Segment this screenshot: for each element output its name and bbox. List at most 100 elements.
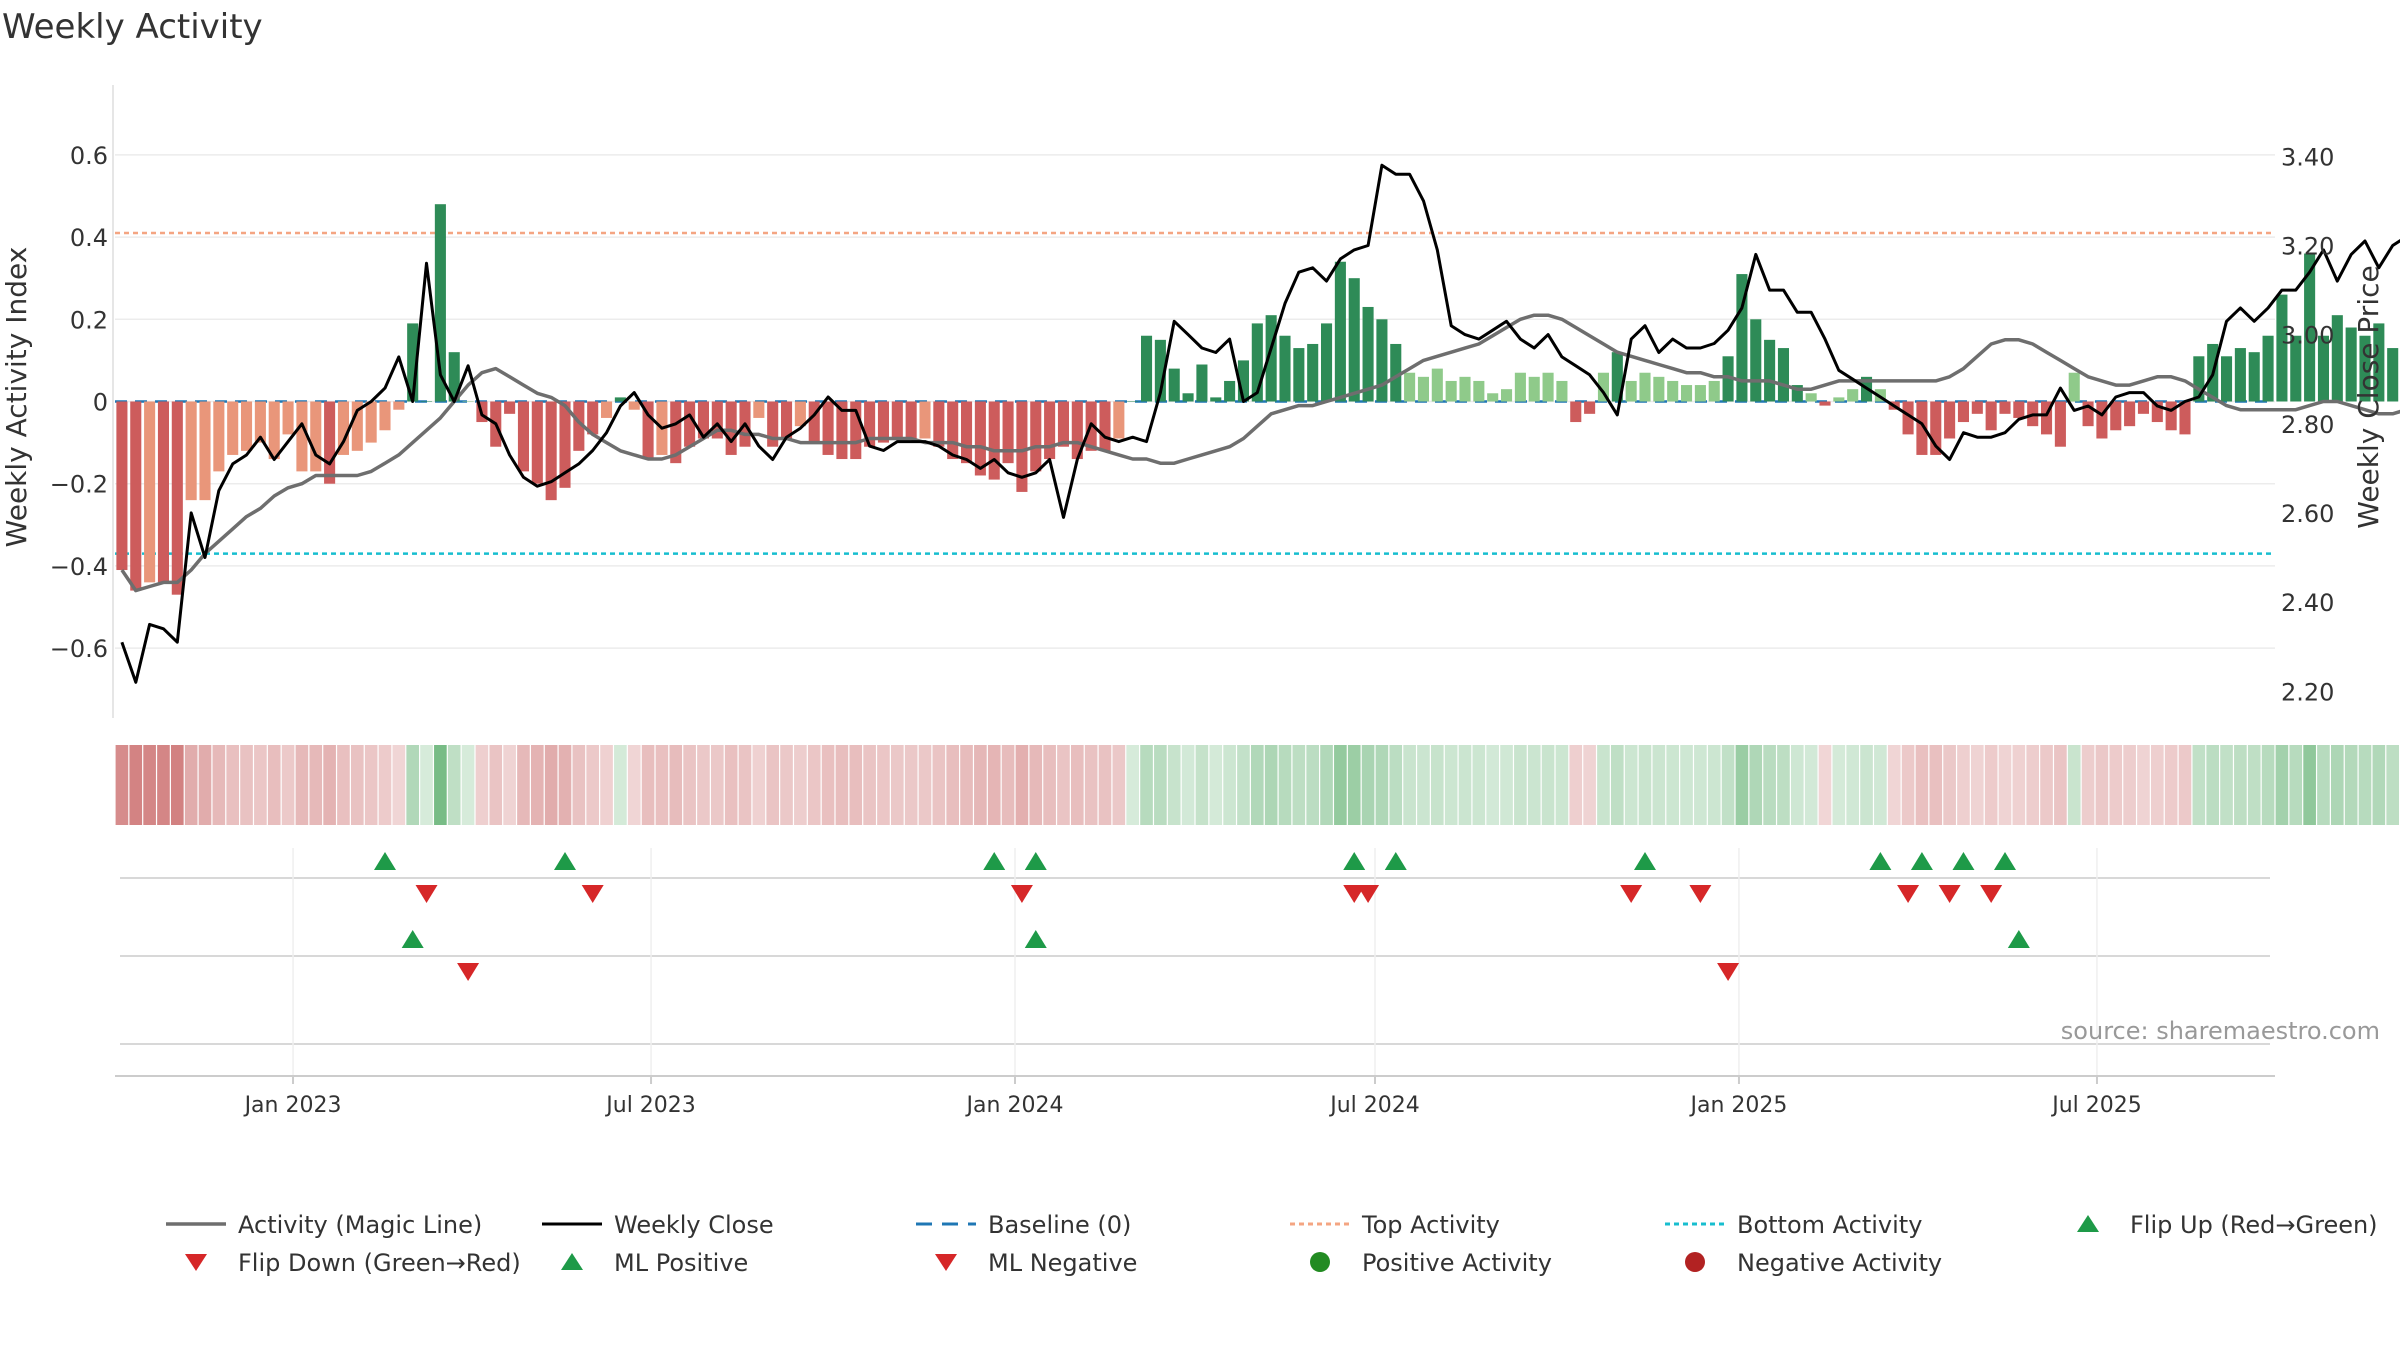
- activity-bar: [1210, 397, 1222, 402]
- heat-cell: [821, 745, 835, 825]
- activity-bar: [1639, 372, 1651, 402]
- activity-bar: [1902, 401, 1914, 435]
- heat-cell: [780, 745, 793, 825]
- activity-bar: [1307, 343, 1319, 402]
- heat-cell: [863, 745, 876, 825]
- heat-cell: [240, 745, 253, 825]
- activity-bar: [781, 401, 793, 439]
- legend: Activity (Magic Line) Weekly Close Baselin…: [166, 1211, 2378, 1277]
- ml-positive-marker: [401, 930, 424, 948]
- y-right-tick-label: 3.40: [2281, 143, 2334, 171]
- heat-cell: [226, 745, 240, 825]
- flip-down-marker: [415, 885, 438, 903]
- heat-cell: [129, 745, 143, 825]
- activity-bar: [2068, 372, 2080, 402]
- activity-bar: [393, 401, 405, 410]
- activity-bar: [1985, 401, 1997, 431]
- heat-cell: [212, 745, 226, 825]
- activity-bar: [2165, 401, 2177, 431]
- heat-cell: [918, 745, 932, 825]
- activity-bar: [1417, 376, 1429, 402]
- heat-cell: [337, 745, 350, 825]
- heat-cell: [1126, 745, 1140, 825]
- heat-cell: [2234, 745, 2247, 825]
- activity-bar: [1736, 274, 1748, 402]
- legend-label-magic: Activity (Magic Line): [238, 1211, 482, 1239]
- heat-cell: [1500, 745, 1513, 825]
- activity-bar: [905, 401, 917, 439]
- legend-swatch-flipup: [2077, 1215, 2099, 1232]
- heat-cell: [2206, 745, 2220, 825]
- heat-cell: [544, 745, 558, 825]
- activity-bar: [1279, 335, 1291, 402]
- heat-cell: [406, 745, 420, 825]
- activity-bar: [1196, 364, 1208, 402]
- y-left-tick-label: 0.6: [70, 142, 108, 170]
- heat-cell: [392, 745, 406, 825]
- activity-bar: [2345, 327, 2357, 402]
- y-left-tick-label: −0.4: [50, 553, 108, 581]
- heat-cell: [1430, 745, 1444, 825]
- heat-cell: [766, 745, 780, 825]
- activity-bars: [116, 204, 2399, 595]
- activity-bar: [614, 397, 626, 402]
- legend-label-mlpos: ML Positive: [614, 1249, 748, 1277]
- activity-bar: [1030, 401, 1042, 472]
- heat-cell: [1860, 745, 1873, 825]
- activity-bar: [116, 401, 128, 571]
- y-right-tick-label: 2.20: [2281, 678, 2334, 706]
- heat-cell: [586, 745, 600, 825]
- activity-bar: [753, 401, 765, 418]
- heat-cell: [1292, 745, 1306, 825]
- heat-cell: [2123, 745, 2136, 825]
- activity-bar: [2262, 335, 2274, 402]
- activity-bar: [407, 323, 419, 402]
- activity-bar: [1999, 401, 2011, 414]
- activity-bar: [988, 401, 1000, 480]
- reference-lines: [115, 231, 2275, 555]
- heat-cell: [1195, 745, 1209, 825]
- activity-bar: [877, 401, 889, 443]
- signal-markers: [120, 848, 2270, 1076]
- activity-bar: [2137, 401, 2149, 414]
- activity-bar: [1044, 401, 1056, 460]
- activity-bar: [1473, 380, 1485, 402]
- heat-cell: [1154, 745, 1167, 825]
- heat-cell: [1070, 745, 1084, 825]
- flip-down-marker: [1010, 885, 1033, 903]
- legend-up-triangle: [2077, 1215, 2099, 1232]
- activity-magic-line: [120, 313, 2400, 593]
- heat-cell: [1527, 745, 1541, 825]
- heat-cell: [198, 745, 212, 825]
- activity-bar: [1777, 348, 1789, 402]
- heat-cell: [683, 745, 696, 825]
- activity-bar: [822, 401, 834, 455]
- activity-bar: [2179, 401, 2191, 435]
- heat-cell: [2095, 745, 2109, 825]
- flip-up-marker: [983, 852, 1006, 870]
- activity-bar: [2193, 356, 2205, 402]
- heat-cell: [1638, 745, 1652, 825]
- flip-up-marker: [374, 852, 396, 870]
- heat-cell: [1984, 745, 1998, 825]
- heat-cell: [1832, 745, 1846, 825]
- activity-heat-strip: [115, 745, 2400, 825]
- activity-bar: [144, 401, 156, 583]
- activity-bar: [185, 401, 197, 501]
- heat-cell: [1874, 745, 1887, 825]
- heat-cell: [1375, 745, 1389, 825]
- activity-bar: [310, 401, 322, 472]
- heat-cell: [1015, 745, 1029, 825]
- legend-label-mlneg: ML Negative: [988, 1249, 1137, 1277]
- activity-bar: [1597, 372, 1609, 402]
- y-axis-left-label: Weekly Activity Index: [0, 247, 33, 548]
- heat-cell: [1943, 745, 1956, 825]
- heat-cell: [1721, 745, 1735, 825]
- activity-bar: [337, 401, 349, 455]
- flip-up-marker: [1910, 852, 1933, 870]
- x-tick-label: Jan 2025: [1689, 1093, 1788, 1118]
- activity-bar: [1376, 319, 1388, 402]
- activity-bar: [1957, 401, 1969, 423]
- activity-bar: [2082, 401, 2094, 427]
- activity-bar: [1694, 385, 1706, 402]
